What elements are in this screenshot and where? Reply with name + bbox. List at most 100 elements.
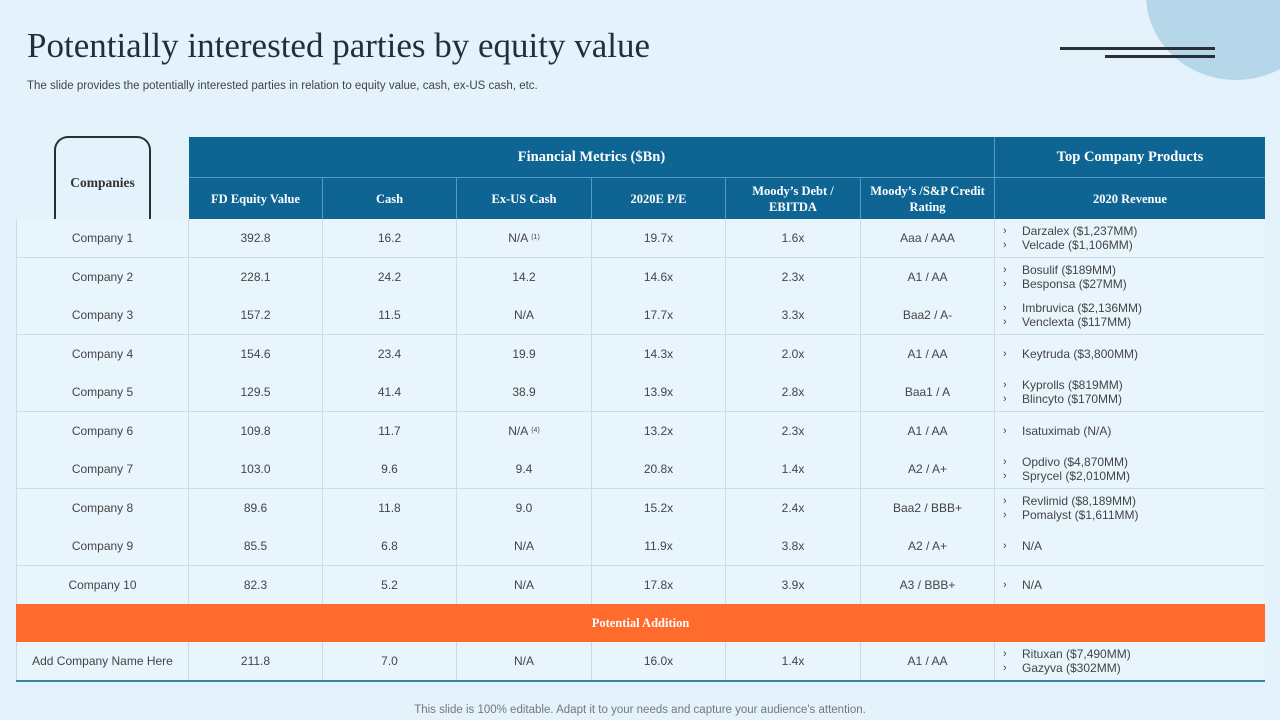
company-cell: Company 1 <box>16 219 189 257</box>
financial-metrics-label: Financial Metrics ($Bn) <box>517 148 666 165</box>
equity-cell: 211.8 <box>189 642 323 680</box>
cash-cell-text: 11.8 <box>378 500 401 515</box>
col-header-exus-cash: Ex-US Cash <box>457 178 592 219</box>
product-item: › N/A <box>1003 539 1042 553</box>
cash-cell-text: 5.2 <box>381 577 398 592</box>
page-title: Potentially interested parties by equity… <box>27 26 651 65</box>
debt-cell-text: 3.3x <box>781 307 805 322</box>
debt-cell: 1.6x <box>726 219 861 257</box>
products-cell: › Revlimid ($8,189MM) › Pomalyst ($1,611MM) <box>995 489 1265 527</box>
table-row: Company 6 109.8 11.7 N/A (4) 13.2x 2.3x A1 / AA… <box>16 412 1265 451</box>
rating-cell: Baa1 / A <box>861 373 995 411</box>
financial-metrics-header: Financial Metrics ($Bn) <box>189 137 995 178</box>
company-cell: Company 8 <box>16 489 189 527</box>
product-text: N/A <box>1022 538 1043 553</box>
rating-cell-text: A1 / AA <box>907 423 948 438</box>
product-item: › Blincyto ($170MM) <box>1003 392 1122 406</box>
table-row: Company 3 157.2 11.5 N/A 17.7x 3.3x Baa2 / A- ›… <box>16 296 1265 335</box>
company-cell: Company 7 <box>16 450 189 488</box>
debt-cell-text: 2.4x <box>781 500 805 515</box>
product-text: Velcade ($1,106MM) <box>1022 237 1133 252</box>
company-cell: Company 3 <box>16 296 189 334</box>
equity-cell-text: 392.8 <box>240 230 271 245</box>
equity-cell: 157.2 <box>189 296 323 334</box>
chevron-right-icon: › <box>1003 508 1007 521</box>
rating-cell-text: A1 / AA <box>907 346 948 361</box>
product-item: › Kyprolls ($819MM) <box>1003 378 1123 392</box>
equity-cell-text: 228.1 <box>240 269 271 284</box>
equity-cell-text: 211.8 <box>240 653 271 668</box>
rating-cell: A2 / A+ <box>861 450 995 488</box>
chevron-right-icon: › <box>1003 263 1007 276</box>
rating-cell-text: Baa1 / A <box>904 384 951 399</box>
top-products-header: Top Company Products <box>995 137 1265 178</box>
equity-cell: 82.3 <box>189 566 323 604</box>
col-header-debt-ebitda: Moody’s Debt / EBITDA <box>726 178 861 219</box>
rating-cell: A1 / AA <box>861 412 995 450</box>
companies-label: Companies <box>70 175 135 190</box>
col-header-label: 2020 Revenue <box>1093 191 1167 206</box>
exus-cash-cell-text: 14.2 <box>512 269 536 284</box>
debt-cell: 2.0x <box>726 335 861 373</box>
cash-cell-text: 9.6 <box>381 461 398 476</box>
exus-cash-cell: N/A <box>457 527 592 565</box>
chevron-right-icon: › <box>1003 661 1007 674</box>
products-cell: › Imbruvica ($2,136MM) › Venclexta ($117MM) <box>995 296 1265 334</box>
pe-cell-text: 16.0x <box>643 653 674 668</box>
debt-cell-text: 3.8x <box>781 538 805 553</box>
table-row: Company 4 154.6 23.4 19.9 14.3x 2.0x A1 / AA › K… <box>16 335 1265 374</box>
pe-cell-text: 13.2x <box>643 423 674 438</box>
debt-cell: 3.3x <box>726 296 861 334</box>
equity-cell-text: 129.5 <box>240 384 271 399</box>
debt-cell: 2.3x <box>726 412 861 450</box>
product-text: Opdivo ($4,870MM) <box>1022 454 1129 469</box>
pe-cell-text: 19.7x <box>643 230 674 245</box>
company-cell: Add Company Name Here <box>16 642 189 680</box>
cash-cell: 24.2 <box>323 258 457 296</box>
cash-cell-text: 41.4 <box>377 384 402 399</box>
debt-cell-text: 2.0x <box>781 346 805 361</box>
product-item: › N/A <box>1003 578 1042 592</box>
exus-cash-cell-text: N/A <box>513 307 534 322</box>
company-cell: Company 10 <box>16 566 189 604</box>
pe-cell-text: 20.8x <box>643 461 674 476</box>
chevron-right-icon: › <box>1003 392 1007 405</box>
cash-cell: 11.8 <box>323 489 457 527</box>
rating-cell-text: Baa2 / BBB+ <box>892 500 963 515</box>
company-cell: Company 5 <box>16 373 189 411</box>
potential-addition-label: Potential Addition <box>591 615 690 630</box>
pe-cell: 14.3x <box>592 335 726 373</box>
exus-cash-cell: 9.0 <box>457 489 592 527</box>
product-item: › Pomalyst ($1,611MM) <box>1003 508 1138 522</box>
company-cell-text: Company 3 <box>71 307 134 322</box>
products-cell: › Bosulif ($189MM) › Besponsa ($27MM) <box>995 258 1265 296</box>
product-text: Venclexta ($117MM) <box>1022 314 1132 329</box>
pe-cell: 14.6x <box>592 258 726 296</box>
chevron-right-icon: › <box>1003 224 1007 237</box>
rating-cell-text: Aaa / AAA <box>900 230 955 245</box>
col-header-label: Moody’s /S&P Credit Rating <box>870 183 985 214</box>
footnote-marker: (1) <box>531 234 540 242</box>
rating-cell-text: A1 / AA <box>907 269 948 284</box>
product-text: Darzalex ($1,237MM) <box>1022 223 1138 238</box>
cash-cell-text: 16.2 <box>377 230 402 245</box>
pe-cell: 13.9x <box>592 373 726 411</box>
rating-cell: Aaa / AAA <box>861 219 995 257</box>
product-text: Revlimid ($8,189MM) <box>1022 493 1137 508</box>
debt-cell-text: 3.9x <box>781 577 805 592</box>
company-cell: Company 2 <box>16 258 189 296</box>
col-header-label: Ex-US Cash <box>491 191 557 206</box>
company-cell-text: Company 2 <box>71 269 134 284</box>
top-products-label: Top Company Products <box>1056 148 1204 165</box>
company-cell: Company 9 <box>16 527 189 565</box>
rating-cell-text: A1 / AA <box>907 653 948 668</box>
exus-cash-cell: 38.9 <box>457 373 592 411</box>
chevron-right-icon: › <box>1003 647 1007 660</box>
products-cell: › N/A <box>995 566 1265 604</box>
table-row: Company 1 392.8 16.2 N/A (1) 19.7x 1.6x Aaa / A… <box>16 219 1265 258</box>
pe-cell-text: 14.6x <box>643 269 674 284</box>
table-row: Company 9 85.5 6.8 N/A 11.9x 3.8x A2 / A+ › N/A <box>16 527 1265 566</box>
rating-cell: A2 / A+ <box>861 527 995 565</box>
pe-cell-text: 14.3x <box>643 346 674 361</box>
col-header-revenue: 2020 Revenue <box>995 178 1265 219</box>
